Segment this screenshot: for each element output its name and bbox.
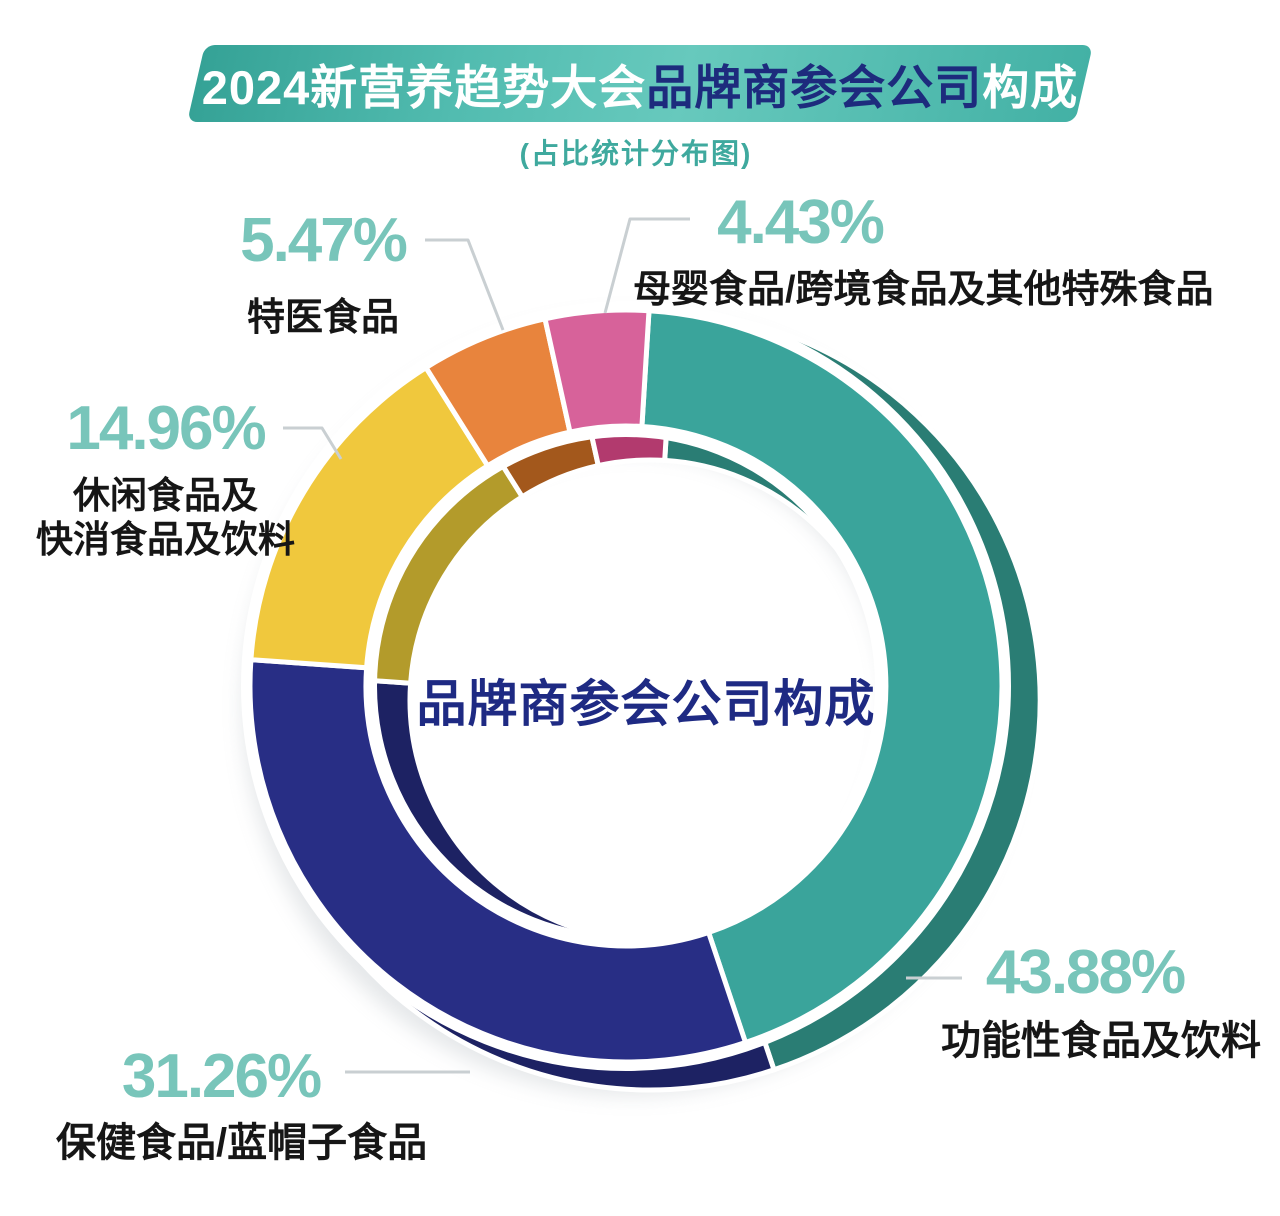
callout-teyi-percent: 5.47% <box>240 206 408 275</box>
leader-muying <box>603 217 690 314</box>
callout-xiuxian-label-line2: 快消食品及饮料 <box>36 518 295 560</box>
callout-baojian-percent: 31.26% <box>121 1042 322 1111</box>
title-banner: 2024新营养趋势大会 品牌商参会公司 构成 <box>187 45 1093 122</box>
callout-xiuxian: 14.96% 休闲食品及 快消食品及饮料 <box>20 398 311 561</box>
segment-2 <box>247 657 749 1065</box>
donut-center-label: 品牌商参会公司构成 <box>416 676 876 732</box>
page-title: 2024新营养趋势大会 品牌商参会公司 构成 <box>196 45 1084 122</box>
callout-gongneng-label: 功能性食品及饮料 <box>941 1019 1261 1063</box>
callout-gongneng-percent: 43.88% <box>985 938 1186 1007</box>
callout-xiuxian-label-line1: 休闲食品及 <box>73 475 258 516</box>
donut-main-ring <box>247 307 1005 1065</box>
page-title-part2: 品牌商参会公司 <box>646 61 983 114</box>
segment-1 <box>639 308 1005 1046</box>
callout-muying-label: 母婴食品/跨境食品及其他特殊食品 <box>633 269 1214 311</box>
segment-5 <box>542 307 652 436</box>
page-title-part1: 2024新营养趋势大会 <box>201 61 647 114</box>
callout-xiuxian-label: 休闲食品及 快消食品及饮料 <box>20 474 311 561</box>
callout-xiuxian-percent: 14.96% <box>66 394 266 463</box>
callout-teyi: 5.47% 特医食品 <box>200 210 446 341</box>
callout-muying-percent: 4.43% <box>717 188 885 257</box>
page-title-part3: 构成 <box>982 61 1079 114</box>
callout-baojian-label: 保健食品/蓝帽子食品 <box>56 1121 428 1165</box>
callout-teyi-label: 特医食品 <box>246 297 399 339</box>
leader-xiuxian <box>283 426 343 460</box>
leader-teyi <box>425 238 505 331</box>
chart-subtitle: (占比统计分布图) <box>519 138 753 169</box>
leader-lines <box>283 217 962 1074</box>
